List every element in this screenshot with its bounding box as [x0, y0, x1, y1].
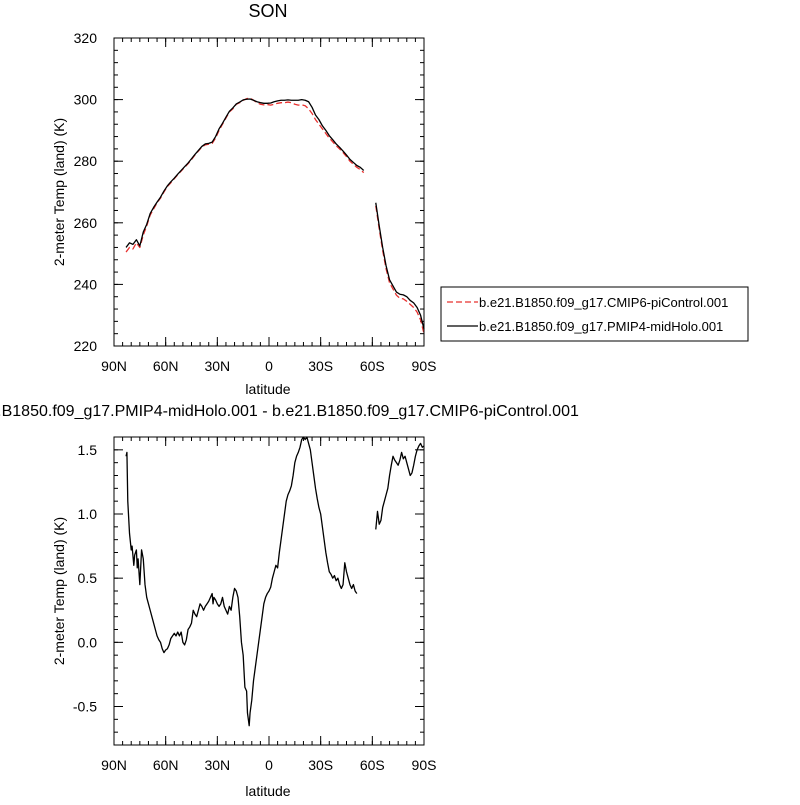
top-y-tick-label: 240	[74, 276, 98, 292]
bottom-x-tick-label: 90S	[412, 757, 437, 773]
bottom-y-tick-label: 0.0	[78, 634, 98, 650]
top-panel-lines	[125, 97, 425, 334]
bottom-panel-x-axis-label: latitude	[245, 783, 290, 799]
bottom-panel-frame	[113, 436, 425, 746]
bottom-x-tick-label: 60N	[153, 757, 179, 773]
top-y-tick-label: 300	[74, 92, 98, 108]
top-series-1-line-segment-0	[125, 98, 365, 248]
top-series-0-line-segment-1	[375, 205, 425, 334]
top-panel-title: SON	[248, 1, 287, 21]
top-x-tick-label: 90N	[101, 358, 127, 374]
top-y-tick-label: 260	[74, 215, 98, 231]
bottom-y-tick-label: 0.5	[78, 570, 98, 586]
top-y-tick-label: 320	[74, 30, 98, 46]
top-panel-y-axis-label: 2-meter Temp (land) (K)	[51, 118, 67, 266]
top-series-1-line-segment-1	[375, 202, 425, 330]
bottom-panel-y-axis-label: 2-meter Temp (land) (K)	[51, 517, 67, 665]
bottom-x-tick-label: 90N	[101, 757, 127, 773]
top-y-tick-label: 220	[74, 338, 98, 354]
bottom-x-tick-label: 30S	[308, 757, 333, 773]
bottom-x-tick-label: 0	[265, 757, 273, 773]
top-y-tick-label: 280	[74, 153, 98, 169]
bottom-panel-title: b.e21.B1850.f09_g17.PMIP4-midHolo.001 - …	[0, 403, 579, 420]
bottom-x-tick-label: 30N	[204, 757, 230, 773]
bottom-panel-lines	[125, 436, 425, 727]
bottom-series-0-line-segment-0	[125, 436, 358, 727]
legend-box	[440, 286, 749, 342]
top-x-tick-label: 0	[265, 358, 273, 374]
top-x-tick-label: 60S	[360, 358, 385, 374]
bottom-x-tick-label: 60S	[360, 757, 385, 773]
legend: b.e21.B1850.f09_g17.CMIP6-piControl.001 …	[440, 286, 749, 342]
legend-label-midholo: b.e21.B1850.f09_g17.PMIP4-midHolo.001	[479, 319, 723, 334]
top-series-0-line-segment-0	[125, 97, 365, 253]
bottom-y-tick-label: 1.5	[78, 442, 98, 458]
legend-label-picontrol: b.e21.B1850.f09_g17.CMIP6-piControl.001	[479, 295, 728, 310]
bottom-panel: b.e21.B1850.f09_g17.PMIP4-midHolo.001 - …	[0, 403, 579, 799]
bottom-series-0-line-segment-1	[375, 442, 425, 530]
bottom-y-tick-label: 1.0	[78, 506, 98, 522]
top-x-tick-label: 30N	[204, 358, 230, 374]
top-panel-frame	[113, 37, 425, 347]
top-panel-ticks: 90N 60N 30N 0 30S 60S 90S 220 240 260 280 300 320	[74, 30, 437, 374]
top-panel-x-axis-label: latitude	[245, 381, 290, 397]
top-x-tick-label: 60N	[153, 358, 179, 374]
bottom-y-tick-label: -0.5	[73, 699, 97, 715]
top-panel: SON latitude 2-meter Temp (land) (K) 90N…	[51, 1, 749, 397]
top-x-tick-label: 30S	[308, 358, 333, 374]
top-x-tick-label: 90S	[412, 358, 437, 374]
